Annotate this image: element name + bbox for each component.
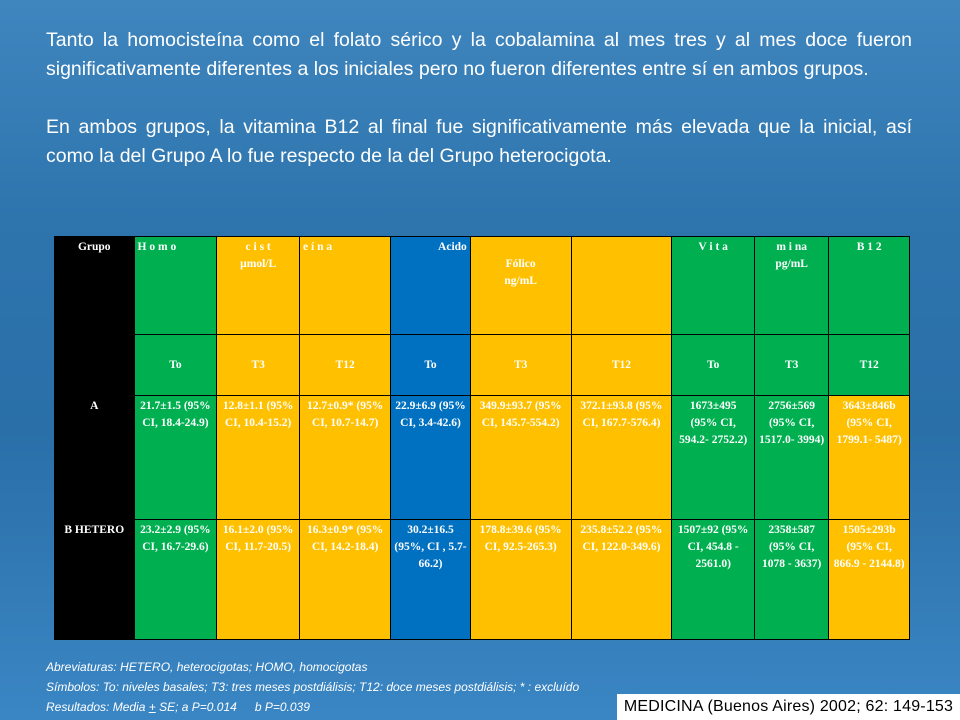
time-cell: T3 bbox=[754, 334, 830, 396]
value-cell: 23.2±2.9 (95% CI, 16.7-29.6) bbox=[133, 519, 218, 640]
results-p-b: b P=0.039 bbox=[254, 700, 310, 714]
header-acido-text: Acido bbox=[438, 241, 467, 253]
time-cell: To bbox=[133, 334, 218, 396]
header-homo-unit: µmol/L bbox=[240, 258, 277, 270]
results-p-a: a P=0.014 bbox=[181, 700, 237, 714]
header-vita-1: V i t a bbox=[671, 236, 756, 335]
results-plusminus: + bbox=[148, 700, 156, 714]
header-folico-text: Fólico bbox=[505, 258, 536, 270]
footnote-results: Resultados: Media + SE; a P=0.014 b P=0.0… bbox=[46, 697, 579, 717]
value-cell: 1505±293b (95% CI, 866.9 - 2144.8) bbox=[828, 519, 910, 640]
results-table: Grupo H o m o c i s t µmol/L e í n a Aci… bbox=[54, 236, 910, 640]
citation: MEDICINA (Buenos Aires) 2002; 62: 149-15… bbox=[617, 694, 960, 720]
header-homo-2: c i s t µmol/L bbox=[216, 236, 301, 335]
header-folico: Fólico ng/mL bbox=[469, 236, 572, 335]
header-grupo: Grupo bbox=[54, 236, 135, 335]
results-prefix: Resultados: Media bbox=[46, 700, 149, 714]
table-header-row: Grupo H o m o c i s t µmol/L e í n a Aci… bbox=[54, 236, 910, 335]
value-cell: 235.8±52.2 (95% CI, 122.0-349.6) bbox=[570, 519, 673, 640]
intro-text: Tanto la homocisteína como el folato sér… bbox=[46, 26, 912, 171]
header-folico-unit: ng/mL bbox=[504, 275, 537, 287]
value-cell: 2756±569 (95% CI, 1517.0- 3994) bbox=[754, 395, 830, 520]
intro-paragraph-2: En ambos grupos, la vitamina B12 al fina… bbox=[46, 116, 912, 167]
time-cell: To bbox=[671, 334, 756, 396]
header-homo-3: e í n a bbox=[299, 236, 392, 335]
table-row-b: B HETERO 23.2±2.9 (95% CI, 16.7-29.6) 16… bbox=[54, 519, 910, 640]
intro-paragraph-1: Tanto la homocisteína como el folato sér… bbox=[46, 29, 912, 80]
header-vita-unit: pg/mL bbox=[775, 258, 808, 270]
footnotes: Abreviaturas: HETERO, heterocigotas; HOM… bbox=[46, 657, 579, 717]
value-cell: 2358±587 (95% CI, 1078 - 3637) bbox=[754, 519, 830, 640]
value-cell: 1673±495 (95% CI, 594.2- 2752.2) bbox=[671, 395, 756, 520]
footnote-abbreviations: Abreviaturas: HETERO, heterocigotas; HOM… bbox=[46, 660, 368, 674]
value-cell: 12.8±1.1 (95% CI, 10.4-15.2) bbox=[216, 395, 301, 520]
value-cell: 30.2±16.5 (95%, CI , 5.7-66.2) bbox=[390, 519, 471, 640]
header-acido: Acido bbox=[390, 236, 471, 335]
value-cell: 16.3±0.9* (95% CI, 14.2-18.4) bbox=[299, 519, 392, 640]
header-homo-1: H o m o bbox=[133, 236, 218, 335]
value-cell: 22.9±6.9 (95% CI, 3.4-42.6) bbox=[390, 395, 471, 520]
time-cell: T12 bbox=[828, 334, 910, 396]
value-cell: 178.8±39.6 (95% CI, 92.5-265.3) bbox=[469, 519, 572, 640]
value-cell: 21.7±1.5 (95% CI, 18.4-24.9) bbox=[133, 395, 218, 520]
group-label: A bbox=[54, 395, 135, 520]
results-se: SE; bbox=[155, 700, 182, 714]
header-homo-2-text: c i s t bbox=[245, 241, 271, 253]
header-vita-2-text: m i na bbox=[776, 241, 807, 253]
time-cell: T12 bbox=[299, 334, 392, 396]
group-label: B HETERO bbox=[54, 519, 135, 640]
value-cell: 372.1±93.8 (95% CI, 167.7-576.4) bbox=[570, 395, 673, 520]
footnote-symbols: Símbolos: To: niveles basales; T3: tres … bbox=[46, 680, 580, 694]
value-cell: 3643±846b (95% CI, 1799.1- 5487) bbox=[828, 395, 910, 520]
time-cell: T12 bbox=[570, 334, 673, 396]
header-empty bbox=[570, 236, 673, 335]
time-empty bbox=[54, 334, 135, 396]
time-cell: T3 bbox=[216, 334, 301, 396]
value-cell: 1507±92 (95% CI, 454.8 - 2561.0) bbox=[671, 519, 756, 640]
value-cell: 12.7±0.9* (95% CI, 10.7-14.7) bbox=[299, 395, 392, 520]
header-vita-2: m i na pg/mL bbox=[754, 236, 830, 335]
value-cell: 16.1±2.0 (95% CI, 11.7-20.5) bbox=[216, 519, 301, 640]
header-vita-3: B 1 2 bbox=[828, 236, 910, 335]
value-cell: 349.9±93.7 (95% CI, 145.7-554.2) bbox=[469, 395, 572, 520]
table-time-row: To T3 T12 To T3 T12 To T3 T12 bbox=[54, 334, 910, 396]
time-cell: To bbox=[390, 334, 471, 396]
time-cell: T3 bbox=[469, 334, 572, 396]
table-row-a: A 21.7±1.5 (95% CI, 18.4-24.9) 12.8±1.1 … bbox=[54, 395, 910, 520]
